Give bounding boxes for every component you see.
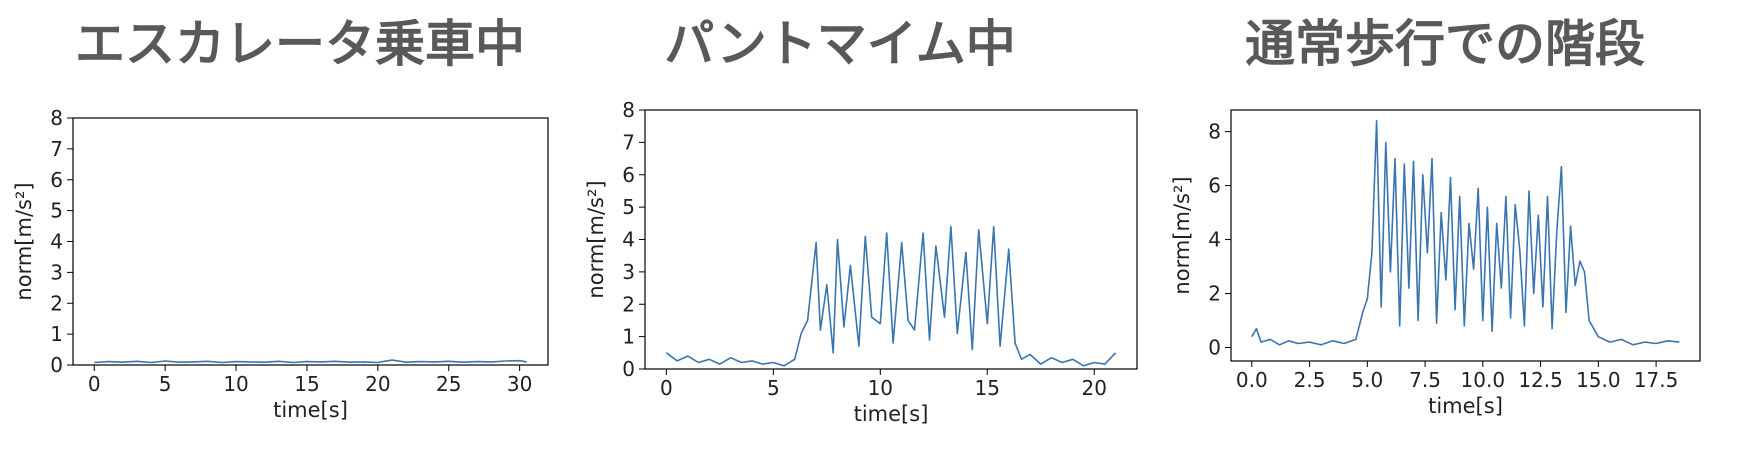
chart-3-x-tick-label: 0.0: [1236, 368, 1268, 392]
chart-3-y-tick-label: 6: [1208, 174, 1221, 198]
chart-1-x-tick-label: 0: [88, 372, 101, 396]
chart-2-y-tick-label: 6: [622, 163, 635, 187]
chart-3-x-tick-label: 10.0: [1461, 368, 1506, 392]
chart-2-y-tick-label: 7: [622, 130, 635, 154]
chart-1-y-tick-label: 8: [50, 106, 63, 130]
chart-2-title: パントマイム中: [664, 15, 1016, 73]
chart-2-y-tick-label: 1: [622, 325, 635, 349]
chart-3-x-axis-label: time[s]: [1428, 394, 1503, 418]
chart-2-x-tick-label: 10: [868, 376, 893, 400]
chart-3-x-tick-label: 15.0: [1576, 368, 1621, 392]
chart-1-y-axis-label: norm[m/s²]: [12, 182, 36, 300]
chart-3-y-tick-label: 0: [1208, 336, 1221, 360]
chart-2-y-axis-label: norm[m/s²]: [584, 180, 608, 298]
chart-2-x-tick-label: 15: [975, 376, 1000, 400]
chart-2-x-tick-label: 5: [767, 376, 780, 400]
chart-2-x-tick-label: 0: [660, 376, 673, 400]
chart-3-x-tick-label: 2.5: [1294, 368, 1326, 392]
chart-1-y-tick-label: 6: [50, 168, 63, 192]
chart-2-x-axis-label: time[s]: [854, 402, 929, 426]
chart-1-y-tick-label: 1: [50, 322, 63, 346]
chart-3-y-axis-label: norm[m/s²]: [1170, 176, 1194, 294]
chart-3-series-line: [1251, 120, 1680, 346]
chart-2-frame: [644, 109, 1138, 370]
chart-1-y-tick-label: 7: [50, 137, 63, 161]
chart-2-x-tick-label: 20: [1081, 376, 1106, 400]
chart-3-x-tick-label: 12.5: [1518, 368, 1563, 392]
chart-2-y-tick-label: 2: [622, 292, 635, 316]
chart-2-y-tick-label: 5: [622, 195, 635, 219]
chart-2-y-tick-label: 0: [622, 357, 635, 381]
chart-3-x-tick-label: 17.5: [1634, 368, 1679, 392]
chart-3-y-tick-label: 2: [1208, 282, 1221, 306]
chart-1-x-tick-label: 10: [223, 372, 248, 396]
chart-2-y-tick-label: 4: [622, 228, 635, 252]
chart-3-x-tick-label: 7.5: [1409, 368, 1441, 392]
chart-1-x-tick-label: 20: [365, 372, 390, 396]
chart-3-title: 通常歩行での階段: [1245, 15, 1645, 73]
chart-1-x-tick-label: 5: [159, 372, 172, 396]
chart-1-y-tick-label: 5: [50, 199, 63, 223]
chart-1-y-tick-label: 3: [50, 260, 63, 284]
chart-1-x-tick-label: 25: [436, 372, 461, 396]
chart-2-series-line: [665, 225, 1117, 367]
chart-1-y-tick-label: 0: [50, 353, 63, 377]
chart-3-frame: [1230, 109, 1701, 362]
chart-2-y-tick-label: 3: [622, 260, 635, 284]
chart-3-x-tick-label: 5.0: [1351, 368, 1383, 392]
chart-1-x-tick-label: 30: [507, 372, 532, 396]
chart-1-series-line: [94, 359, 527, 364]
chart-1-y-tick-label: 2: [50, 291, 63, 315]
chart-1-title: エスカレータ乗車中: [75, 15, 525, 73]
chart-2-y-tick-label: 8: [622, 98, 635, 122]
chart-1-y-tick-label: 4: [50, 230, 63, 254]
chart-3-y-tick-label: 8: [1208, 120, 1221, 144]
chart-1-frame: [72, 117, 549, 366]
chart-1-x-axis-label: time[s]: [273, 398, 348, 422]
chart-3-y-tick-label: 4: [1208, 228, 1221, 252]
chart-1-x-tick-label: 15: [294, 372, 319, 396]
